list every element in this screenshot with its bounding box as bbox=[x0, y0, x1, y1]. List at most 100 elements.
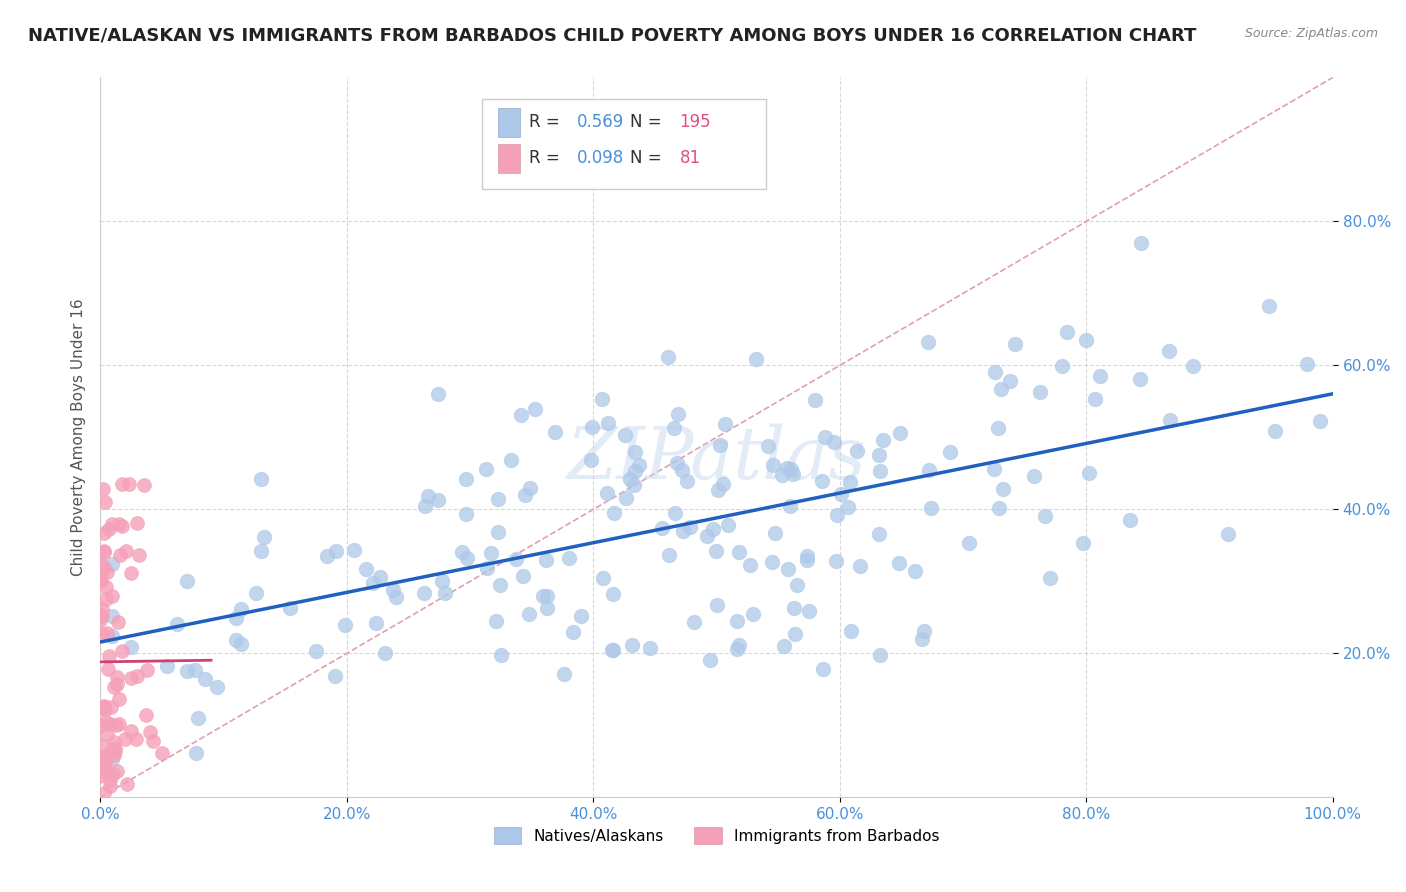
Point bbox=[89, 768, 111, 782]
Point bbox=[98, 780, 121, 794]
Point bbox=[104, 744, 127, 758]
Point bbox=[745, 352, 768, 367]
Point bbox=[91, 627, 114, 641]
Point bbox=[89, 574, 111, 588]
FancyBboxPatch shape bbox=[498, 109, 520, 137]
Point bbox=[728, 638, 751, 652]
Point bbox=[94, 755, 117, 769]
Point bbox=[796, 549, 818, 563]
Point bbox=[385, 590, 408, 604]
Point bbox=[1157, 344, 1180, 359]
FancyBboxPatch shape bbox=[482, 99, 766, 189]
Point bbox=[382, 582, 405, 597]
Point bbox=[772, 640, 794, 654]
Point bbox=[125, 516, 148, 531]
Point bbox=[534, 553, 557, 567]
Point bbox=[90, 762, 112, 776]
Text: NATIVE/ALASKAN VS IMMIGRANTS FROM BARBADOS CHILD POVERTY AMONG BOYS UNDER 16 COR: NATIVE/ALASKAN VS IMMIGRANTS FROM BARBAD… bbox=[28, 27, 1197, 45]
Point bbox=[1056, 325, 1078, 339]
Point bbox=[90, 718, 112, 732]
Point bbox=[627, 458, 650, 472]
Point bbox=[93, 544, 115, 558]
Point bbox=[100, 699, 122, 714]
Point bbox=[702, 521, 724, 535]
Point bbox=[98, 522, 121, 536]
Point bbox=[1039, 571, 1062, 585]
Point bbox=[93, 560, 115, 574]
Point bbox=[176, 574, 198, 588]
Point bbox=[120, 566, 142, 580]
Point bbox=[89, 613, 111, 627]
Point bbox=[776, 460, 799, 475]
Point bbox=[988, 500, 1011, 515]
Point bbox=[872, 433, 894, 447]
Point bbox=[869, 648, 891, 662]
Point bbox=[110, 548, 132, 562]
Point bbox=[184, 663, 207, 677]
Point bbox=[505, 552, 527, 566]
Point bbox=[553, 666, 575, 681]
Point bbox=[987, 421, 1010, 435]
Point bbox=[278, 601, 301, 615]
Point bbox=[115, 544, 138, 558]
Point bbox=[569, 608, 592, 623]
Point bbox=[426, 492, 449, 507]
Point bbox=[96, 565, 118, 579]
Point bbox=[1000, 374, 1022, 388]
Point bbox=[1078, 467, 1101, 481]
Point bbox=[823, 434, 845, 449]
Point bbox=[485, 614, 508, 628]
Point bbox=[665, 456, 688, 470]
Point bbox=[728, 544, 751, 558]
Point bbox=[479, 546, 502, 560]
Point bbox=[96, 727, 118, 741]
Point bbox=[1088, 368, 1111, 383]
Point bbox=[125, 732, 148, 747]
Point bbox=[782, 467, 804, 482]
Point bbox=[93, 525, 115, 540]
Point bbox=[592, 571, 614, 585]
Point bbox=[620, 638, 643, 652]
Point bbox=[623, 478, 645, 492]
Point bbox=[714, 417, 737, 432]
Point bbox=[90, 574, 112, 588]
Point bbox=[120, 724, 142, 739]
Point bbox=[562, 624, 585, 639]
Point bbox=[139, 725, 162, 739]
Point bbox=[105, 764, 128, 778]
Point bbox=[333, 618, 356, 632]
Point bbox=[579, 453, 602, 467]
Point bbox=[827, 508, 849, 522]
Point bbox=[107, 615, 129, 629]
Point bbox=[315, 549, 337, 563]
Point bbox=[413, 499, 436, 513]
Point bbox=[619, 472, 641, 486]
Y-axis label: Child Poverty Among Boys Under 16: Child Poverty Among Boys Under 16 bbox=[72, 299, 86, 576]
Point bbox=[638, 640, 661, 655]
Point bbox=[454, 507, 477, 521]
Point bbox=[519, 481, 541, 495]
Point bbox=[96, 764, 118, 779]
Point bbox=[756, 439, 779, 453]
Point bbox=[814, 429, 837, 443]
Point bbox=[101, 589, 124, 603]
Text: Source: ZipAtlas.com: Source: ZipAtlas.com bbox=[1244, 27, 1378, 40]
Point bbox=[868, 527, 890, 541]
Point bbox=[107, 691, 129, 706]
Point bbox=[682, 615, 704, 630]
Point bbox=[96, 626, 118, 640]
Point bbox=[156, 658, 179, 673]
Point bbox=[245, 586, 267, 600]
Point bbox=[96, 580, 118, 594]
Point bbox=[486, 491, 509, 506]
Point bbox=[90, 602, 112, 616]
Text: ZIPatlas: ZIPatlas bbox=[567, 424, 866, 494]
Point bbox=[558, 551, 581, 566]
Point bbox=[544, 425, 567, 439]
Point bbox=[811, 662, 834, 676]
Point bbox=[120, 671, 142, 685]
Point bbox=[103, 735, 125, 749]
Point bbox=[763, 526, 786, 541]
Point bbox=[91, 701, 114, 715]
Point bbox=[741, 607, 763, 621]
